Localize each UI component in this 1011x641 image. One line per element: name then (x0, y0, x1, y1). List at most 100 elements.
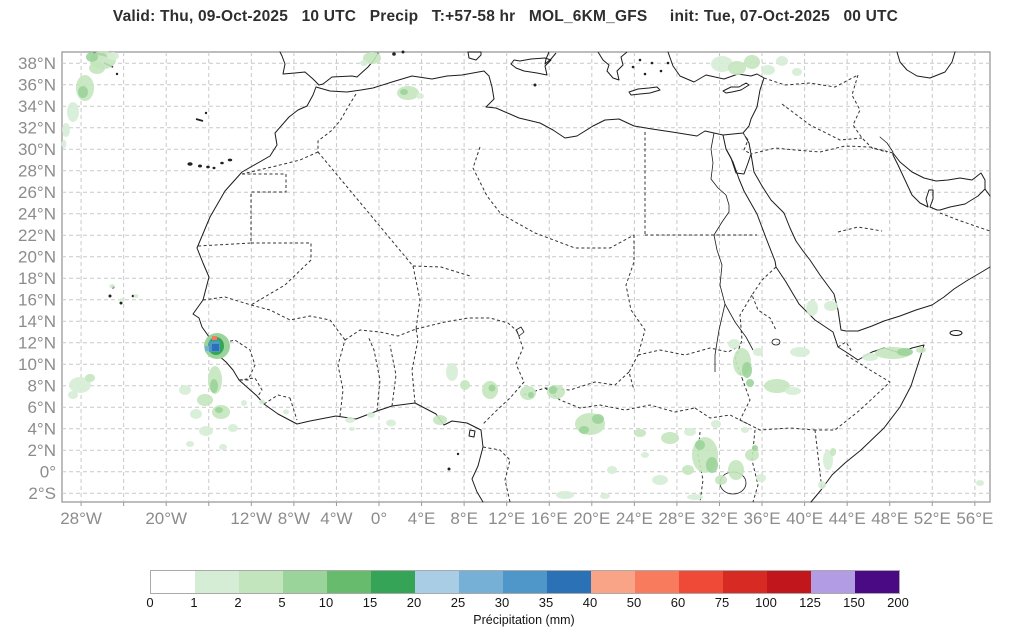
colorbar-tick-label: 5 (278, 595, 286, 610)
lat-tick-label: 20°N (18, 248, 56, 267)
precip-blob (830, 448, 836, 456)
colorbar-tick-label: 200 (887, 595, 909, 610)
lon-tick-label: 40°E (786, 509, 823, 528)
island-malta (533, 83, 537, 87)
precip-blob (652, 475, 668, 485)
precip-blob (824, 301, 838, 311)
precip-blob (345, 417, 355, 423)
lon-tick-label: 4°W (320, 509, 352, 528)
lat-tick-label: 4°N (27, 420, 56, 439)
precip-blob (746, 379, 754, 387)
precip-blob (897, 348, 913, 356)
colorbar-tick-label: 2 (234, 595, 242, 610)
colorbar-tick-label: 10 (318, 595, 334, 610)
lon-tick-label: 28°E (658, 509, 695, 528)
colorbar-segment (327, 571, 371, 593)
lon-tick-label: 56°E (956, 509, 993, 528)
precip-blob (61, 140, 67, 148)
lat-tick-label: 14°N (18, 312, 56, 331)
precip-blob (520, 386, 536, 400)
precip-blob (682, 465, 694, 475)
precip-blob (684, 428, 696, 436)
precip-blob (742, 362, 752, 378)
island-cyprus (722, 82, 750, 94)
island-canary (198, 164, 202, 168)
precip-blob (215, 407, 223, 413)
colorbar-tick-label: 20 (406, 595, 422, 610)
precip-blob (556, 491, 574, 499)
precip-blob (386, 419, 396, 427)
aegean-island (631, 65, 635, 69)
precip-blob (728, 460, 744, 480)
coast-italy-toe (544, 51, 557, 65)
precip-blob (363, 52, 381, 64)
colorbar-segment (767, 571, 811, 593)
island-ibiza (392, 52, 396, 56)
lon-tick-label: 12°E (488, 509, 525, 528)
lat-tick-label: 38°N (18, 54, 56, 73)
colorbar-tick-label: 100 (755, 595, 777, 610)
lon-tick-label: 20°W (145, 509, 187, 528)
precip-blob (790, 347, 810, 357)
colorbar-tick-label: 150 (843, 595, 865, 610)
coast-greece (597, 51, 628, 81)
colorbar-segment (283, 571, 327, 593)
precip-blob (744, 55, 760, 69)
precip-blob (741, 427, 749, 433)
lat-tick-label: 18°N (18, 269, 56, 288)
lake-tana (771, 338, 781, 346)
lon-tick-label: 32°E (701, 509, 738, 528)
precip-blob (728, 339, 740, 349)
colorbar-segment (547, 571, 591, 593)
colorbar (150, 570, 900, 594)
aegean-island (643, 72, 647, 76)
lon-tick-label: 8°W (278, 509, 310, 528)
coast-redsea-horn (722, 134, 925, 503)
lon-tick-label: 36°E (744, 509, 781, 528)
coast-iberia (279, 51, 379, 86)
island-crete (628, 86, 661, 96)
precip-blob (488, 384, 496, 392)
precip-blob (460, 380, 470, 390)
lon-tick-label: 24°E (616, 509, 653, 528)
precip-blob (592, 414, 604, 424)
lat-tick-label: 16°N (18, 291, 56, 310)
precip-blob (228, 424, 238, 432)
colorbar-segment (503, 571, 547, 593)
precip-blob (818, 481, 826, 489)
island-canary (227, 158, 233, 162)
precip-blob (78, 86, 88, 98)
precip-blob (85, 374, 95, 382)
coast-sinai (725, 135, 752, 175)
colorbar-tick-label: 25 (450, 595, 466, 610)
colorbar-tick-label: 40 (582, 595, 598, 610)
island-cape-verde (108, 294, 112, 298)
lon-tick-label: 12°W (230, 509, 272, 528)
colorbar-tick-label: 0 (146, 595, 154, 610)
precip-blob (259, 399, 265, 405)
precip-blob (661, 432, 679, 444)
precip-blob (806, 300, 818, 316)
river-blue-nile (724, 303, 754, 351)
precip-hotspot-cell (205, 346, 209, 351)
island-madeira (195, 118, 204, 122)
coast-persian-gulf (892, 152, 986, 211)
precip-blob (706, 457, 718, 473)
island-mallorca (401, 50, 405, 54)
island-canary (220, 161, 224, 165)
precip-blob (634, 429, 646, 437)
colorbar-tick-label: 75 (714, 595, 730, 610)
island-canary (187, 162, 193, 166)
precip-blob (549, 386, 557, 394)
island-sao-tome (447, 467, 451, 471)
precip-blob (62, 123, 70, 137)
precip-blob (528, 392, 534, 398)
axis-ticks (80, 502, 976, 506)
axis-labels: 38°N 36°N 34°N 32°N 30°N 28°N 26°N 24°N 22°N 20°N… (18, 54, 993, 528)
island-principe (456, 452, 460, 456)
precip-blob (752, 445, 758, 451)
colorbar-tick-label: 1 (190, 595, 198, 610)
precip-blob (67, 102, 79, 122)
precip-blob (360, 60, 368, 66)
